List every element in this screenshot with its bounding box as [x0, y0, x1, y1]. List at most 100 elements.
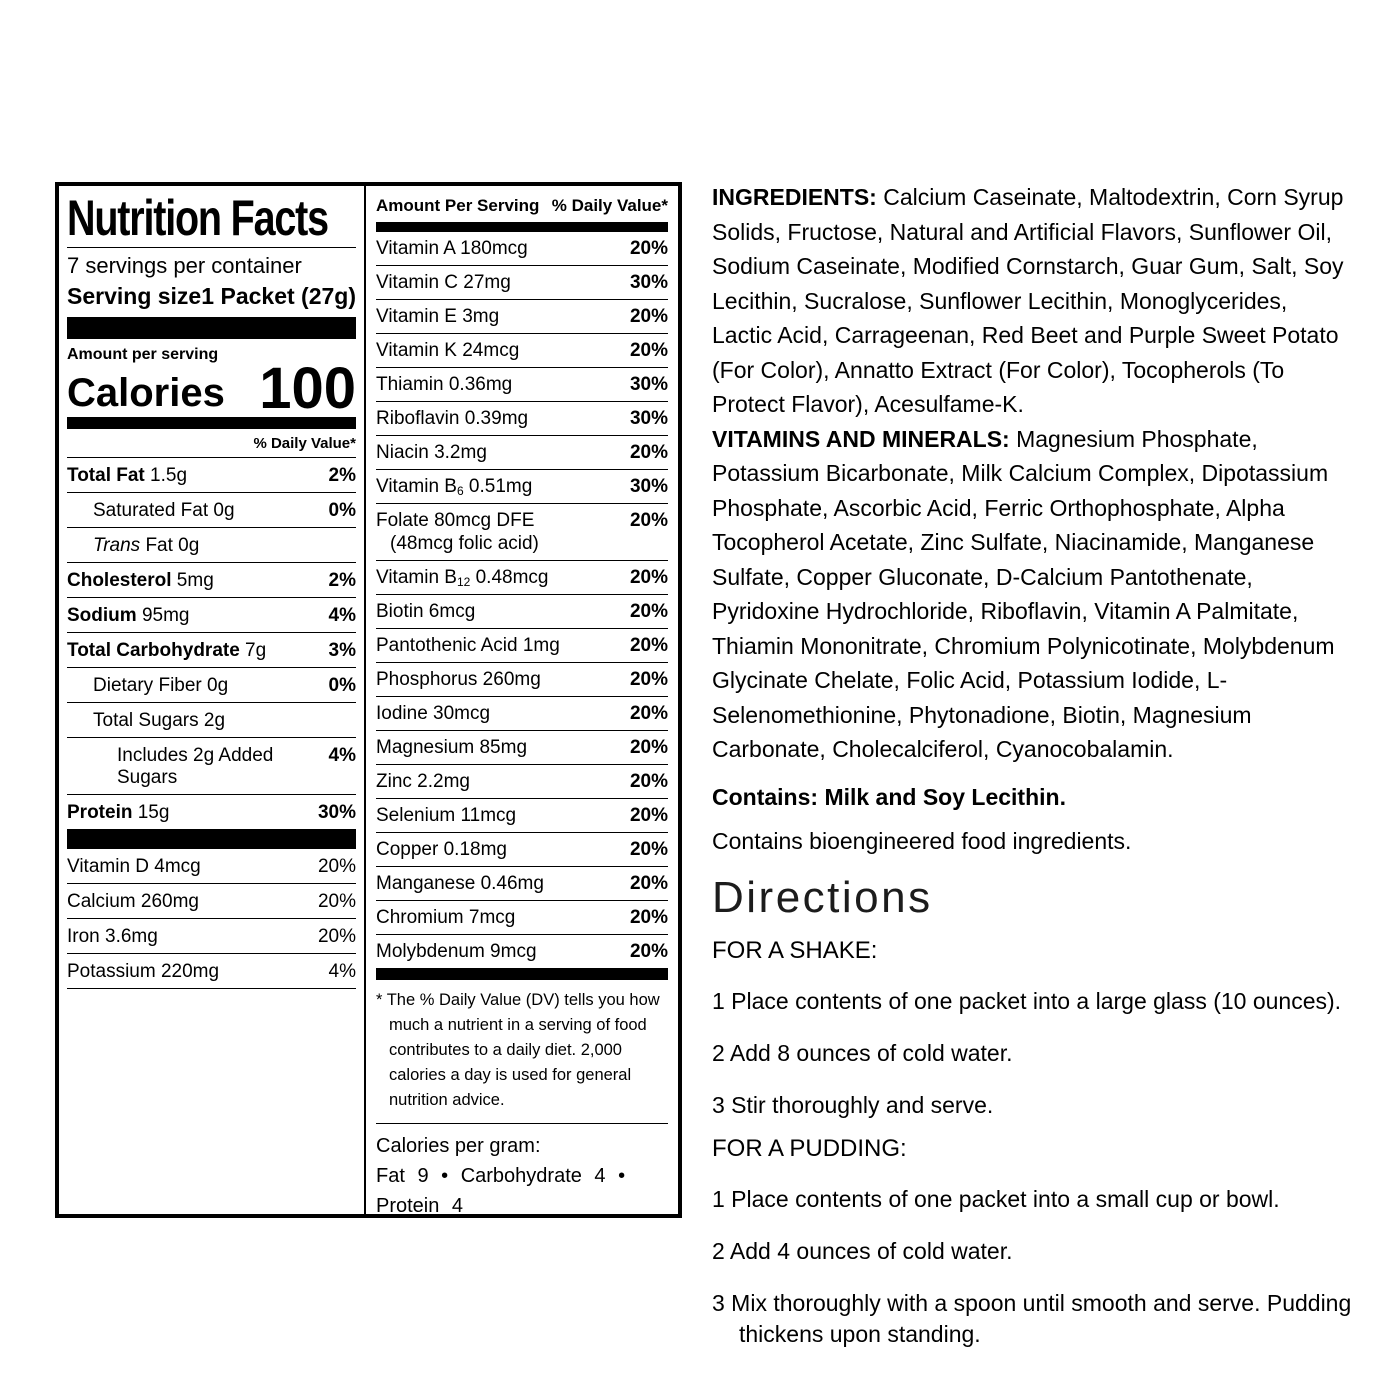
vitamin-row: Selenium 11mcg 20% [376, 799, 668, 833]
nutrient-name: Sodium 95mg [67, 604, 190, 626]
nutrition-facts-box: Nutrition Facts 7 servings per container… [55, 182, 682, 1218]
small-divider-bar [376, 222, 668, 232]
vitamin-name-line1: Biotin 6mcg [376, 601, 476, 622]
vitamin-name: Vitamin B12 0.48mcg [376, 566, 630, 589]
micronutrient-daily-value: 20% [317, 855, 356, 877]
direction-step: 1 Place contents of one packet into a la… [712, 987, 1342, 1014]
calories-per-gram-title: Calories per gram: [376, 1135, 541, 1157]
vitamin-row: Phosphorus 260mg 20% [376, 663, 668, 697]
nutrient-row: Protein 15g 30% [67, 795, 356, 829]
vitamins-column: Amount Per Serving % Daily Value* Vitami… [366, 186, 678, 1217]
medium-divider-bar [376, 968, 668, 980]
vitamin-row: Copper 0.18mg 20% [376, 833, 668, 867]
vitamin-daily-value: 30% [629, 476, 668, 497]
vitamins-header-left: Amount Per Serving [376, 196, 540, 215]
shake-section-header: FOR A SHAKE: [712, 936, 878, 964]
vitamin-name-line1: Magnesium 85mg [376, 737, 528, 758]
nutrient-daily-value: 0% [328, 674, 356, 696]
vitamin-name: Selenium 11mcg [376, 804, 630, 827]
vitamin-name-line1: Manganese 0.46mg [376, 873, 544, 894]
vitamin-row: Molybdenum 9mcg 20% [376, 935, 668, 968]
vitamin-daily-value: 20% [629, 703, 668, 724]
vitamin-name: Vitamin K 24mcg [376, 339, 630, 362]
nutrient-rows: Total Fat 1.5g 2% Saturated Fat 0g 0% Trans … [67, 458, 356, 829]
vitamin-row: Folate 80mcg DFE (48mcg folic acid) 20% [376, 504, 668, 561]
calories-per-gram: Calories per gram: Fat 9 • Carbohydrate … [376, 1124, 668, 1221]
vitamin-name-line1: Vitamin B12 0.48mcg [376, 567, 549, 589]
vitamin-name-line1: Vitamin K 24mcg [376, 340, 520, 361]
vitamin-row: Pantothenic Acid 1mg 20% [376, 629, 668, 663]
nutrient-daily-value: 0% [328, 499, 356, 521]
nutrient-name-italic: Trans [93, 534, 141, 556]
nutrient-name-bold: Protein [67, 801, 133, 823]
nutrient-daily-value: 2% [328, 569, 356, 591]
title-divider [67, 246, 356, 248]
micronutrient-rows: Vitamin D 4mcg 20% Calcium 260mg 20% Iron 3.… [67, 849, 356, 989]
calories-per-gram-values: Fat 9 • Carbohydrate 4 • Protein 4 [376, 1165, 626, 1217]
servings-per-container: 7 servings per container [67, 252, 302, 278]
nutrient-name: Total Carbohydrate 7g [67, 639, 267, 661]
nutrient-daily-value: 30% [317, 801, 356, 823]
vitamin-name-line1: Chromium 7mcg [376, 907, 516, 928]
vitamin-name-line1: Molybdenum 9mcg [376, 941, 537, 962]
vitamins-minerals-text: Magnesium Phosphate, Potassium Bicarbona… [712, 425, 1335, 763]
direction-step: 1 Place contents of one packet into a sm… [712, 1185, 1280, 1212]
contains-statement: Contains: Milk and Soy Lecithin. [712, 783, 1066, 810]
nutrient-name: Cholesterol 5mg [67, 569, 214, 591]
direction-step: 3 Mix thoroughly with a spoon until smoo… [712, 1289, 1352, 1347]
micronutrient-row: Vitamin D 4mcg 20% [67, 849, 356, 884]
shake-steps: 1 Place contents of one packet into a la… [712, 986, 1352, 1121]
thick-divider-bar [67, 316, 356, 339]
pudding-section-header: FOR A PUDDING: [712, 1134, 907, 1162]
vitamin-name-line1: Riboflavin 0.39mg [376, 408, 529, 429]
vitamin-daily-value: 30% [629, 408, 668, 429]
vitamin-daily-value: 20% [629, 510, 668, 531]
nutrient-name: Includes 2g Added Sugars [117, 744, 274, 788]
micronutrient-daily-value: 20% [317, 890, 356, 912]
nutrient-row: Includes 2g Added Sugars 4% [67, 738, 356, 795]
direction-step: 2 Add 8 ounces of cold water. [712, 1039, 1013, 1066]
vitamin-name: Magnesium 85mg [376, 736, 630, 759]
vitamin-name-line1: Vitamin B6 0.51mg [376, 476, 533, 498]
micronutrient-daily-value: 4% [328, 960, 356, 982]
ingredients-text: Calcium Caseinate, Maltodextrin, Corn Sy… [712, 184, 1344, 417]
vitamin-row: Niacin 3.2mg 20% [376, 436, 668, 470]
ingredients-directions-column: INGREDIENTS: Calcium Caseinate, Maltodex… [712, 180, 1352, 1350]
micronutrient-row: Calcium 260mg 20% [67, 884, 356, 919]
vitamin-name-line1: Vitamin C 27mg [376, 272, 511, 293]
amount-per-serving-label: Amount per serving [67, 345, 219, 363]
vitamins-minerals-label: VITAMINS AND MINERALS: [712, 425, 1010, 452]
vitamin-daily-value: 20% [629, 442, 668, 463]
vitamin-daily-value: 20% [629, 737, 668, 758]
pudding-steps: 1 Place contents of one packet into a sm… [712, 1184, 1352, 1350]
vitamin-name: Niacin 3.2mg [376, 441, 630, 464]
vitamin-name-line1: Niacin 3.2mg [376, 442, 487, 463]
vitamin-row: Vitamin K 24mcg 20% [376, 334, 668, 368]
vitamin-name: Riboflavin 0.39mg [376, 407, 630, 430]
micronutrient-row: Iron 3.6mg 20% [67, 919, 356, 954]
nutrient-name: Protein 15g [67, 801, 170, 823]
ingredients-paragraph: INGREDIENTS: Calcium Caseinate, Maltodex… [712, 180, 1352, 422]
vitamin-name-line2: (48mcg folic acid) [390, 533, 539, 554]
vitamin-name: Folate 80mcg DFE (48mcg folic acid) [376, 509, 630, 555]
direction-step: 2 Add 4 ounces of cold water. [712, 1237, 1013, 1264]
nutrient-name-bold: Total Fat [67, 464, 145, 486]
calories-label: Calories [67, 370, 225, 415]
vitamin-daily-value: 20% [629, 567, 668, 588]
vitamin-row: Biotin 6mcg 20% [376, 595, 668, 629]
vitamin-daily-value: 20% [629, 771, 668, 792]
micronutrient-name: Iron 3.6mg [67, 925, 158, 947]
nutrient-daily-value: 4% [328, 744, 356, 766]
nutrient-row: Cholesterol 5mg 2% [67, 563, 356, 598]
vitamin-rows: Vitamin A 180mcg 20% Vitamin C 27mg 30% Vita… [376, 232, 668, 968]
vitamins-minerals-paragraph: VITAMINS AND MINERALS: Magnesium Phospha… [712, 422, 1352, 767]
vitamin-subscript: 6 [456, 484, 464, 498]
vitamin-name-line1: Thiamin 0.36mg [376, 374, 513, 395]
micronutrient-name: Calcium 260mg [67, 890, 199, 912]
vitamin-daily-value: 20% [629, 941, 668, 962]
vitamin-daily-value: 30% [629, 272, 668, 293]
direction-step: 3 Stir thoroughly and serve. [712, 1091, 994, 1118]
vitamin-name: Vitamin C 27mg [376, 271, 630, 294]
vitamin-row: Chromium 7mcg 20% [376, 901, 668, 935]
vitamin-daily-value: 20% [629, 635, 668, 656]
